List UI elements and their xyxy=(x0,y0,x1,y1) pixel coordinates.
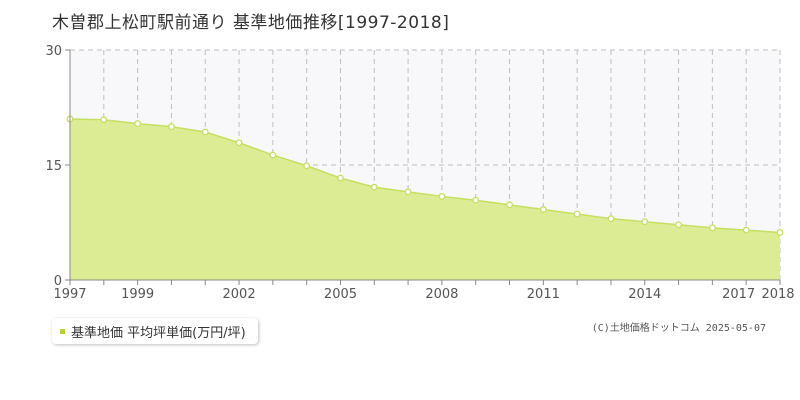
data-point xyxy=(607,215,615,223)
data-point xyxy=(438,192,446,200)
data-point xyxy=(675,221,683,229)
y-tick-label: 15 xyxy=(45,159,62,174)
data-point xyxy=(303,162,311,170)
series-area xyxy=(70,119,780,280)
data-point xyxy=(201,128,209,136)
y-tick-label: 30 xyxy=(45,44,62,59)
legend-label: 基準地価 平均坪単価(万円/坪) xyxy=(71,325,246,341)
data-point xyxy=(573,210,581,218)
data-point xyxy=(472,196,480,204)
series-line xyxy=(69,118,781,234)
legend: 基準地価 平均坪単価(万円/坪) xyxy=(52,318,258,344)
data-point xyxy=(539,206,547,213)
data-point xyxy=(235,139,243,147)
data-point xyxy=(167,123,175,131)
x-tick-label: 2017 xyxy=(722,287,755,302)
x-tick-label: 2008 xyxy=(425,287,458,302)
x-tick-label: 1999 xyxy=(121,287,154,302)
data-point xyxy=(742,226,750,234)
x-tick-label: 2011 xyxy=(527,287,560,302)
x-tick-label: 1997 xyxy=(53,287,86,302)
x-tick-label: 2005 xyxy=(324,287,357,302)
data-point xyxy=(641,218,649,226)
data-point xyxy=(269,151,277,159)
data-point xyxy=(708,224,716,232)
data-point xyxy=(100,116,108,124)
legend-marker xyxy=(60,328,65,334)
x-tick-label: 2002 xyxy=(223,287,256,302)
data-point xyxy=(337,174,344,182)
data-point xyxy=(370,183,378,191)
data-point xyxy=(776,229,784,236)
chart-title: 木曽郡上松町駅前通り 基準地価推移[1997-2018] xyxy=(52,13,450,33)
data-point xyxy=(404,188,412,196)
data-point xyxy=(506,201,513,209)
y-tick-label: 0 xyxy=(54,274,62,289)
copyright: (C)土地価格ドットコム 2025-05-07 xyxy=(591,323,766,334)
x-tick-label: 2014 xyxy=(628,287,661,302)
data-point xyxy=(134,120,142,128)
x-tick-label: 2018 xyxy=(761,287,794,302)
